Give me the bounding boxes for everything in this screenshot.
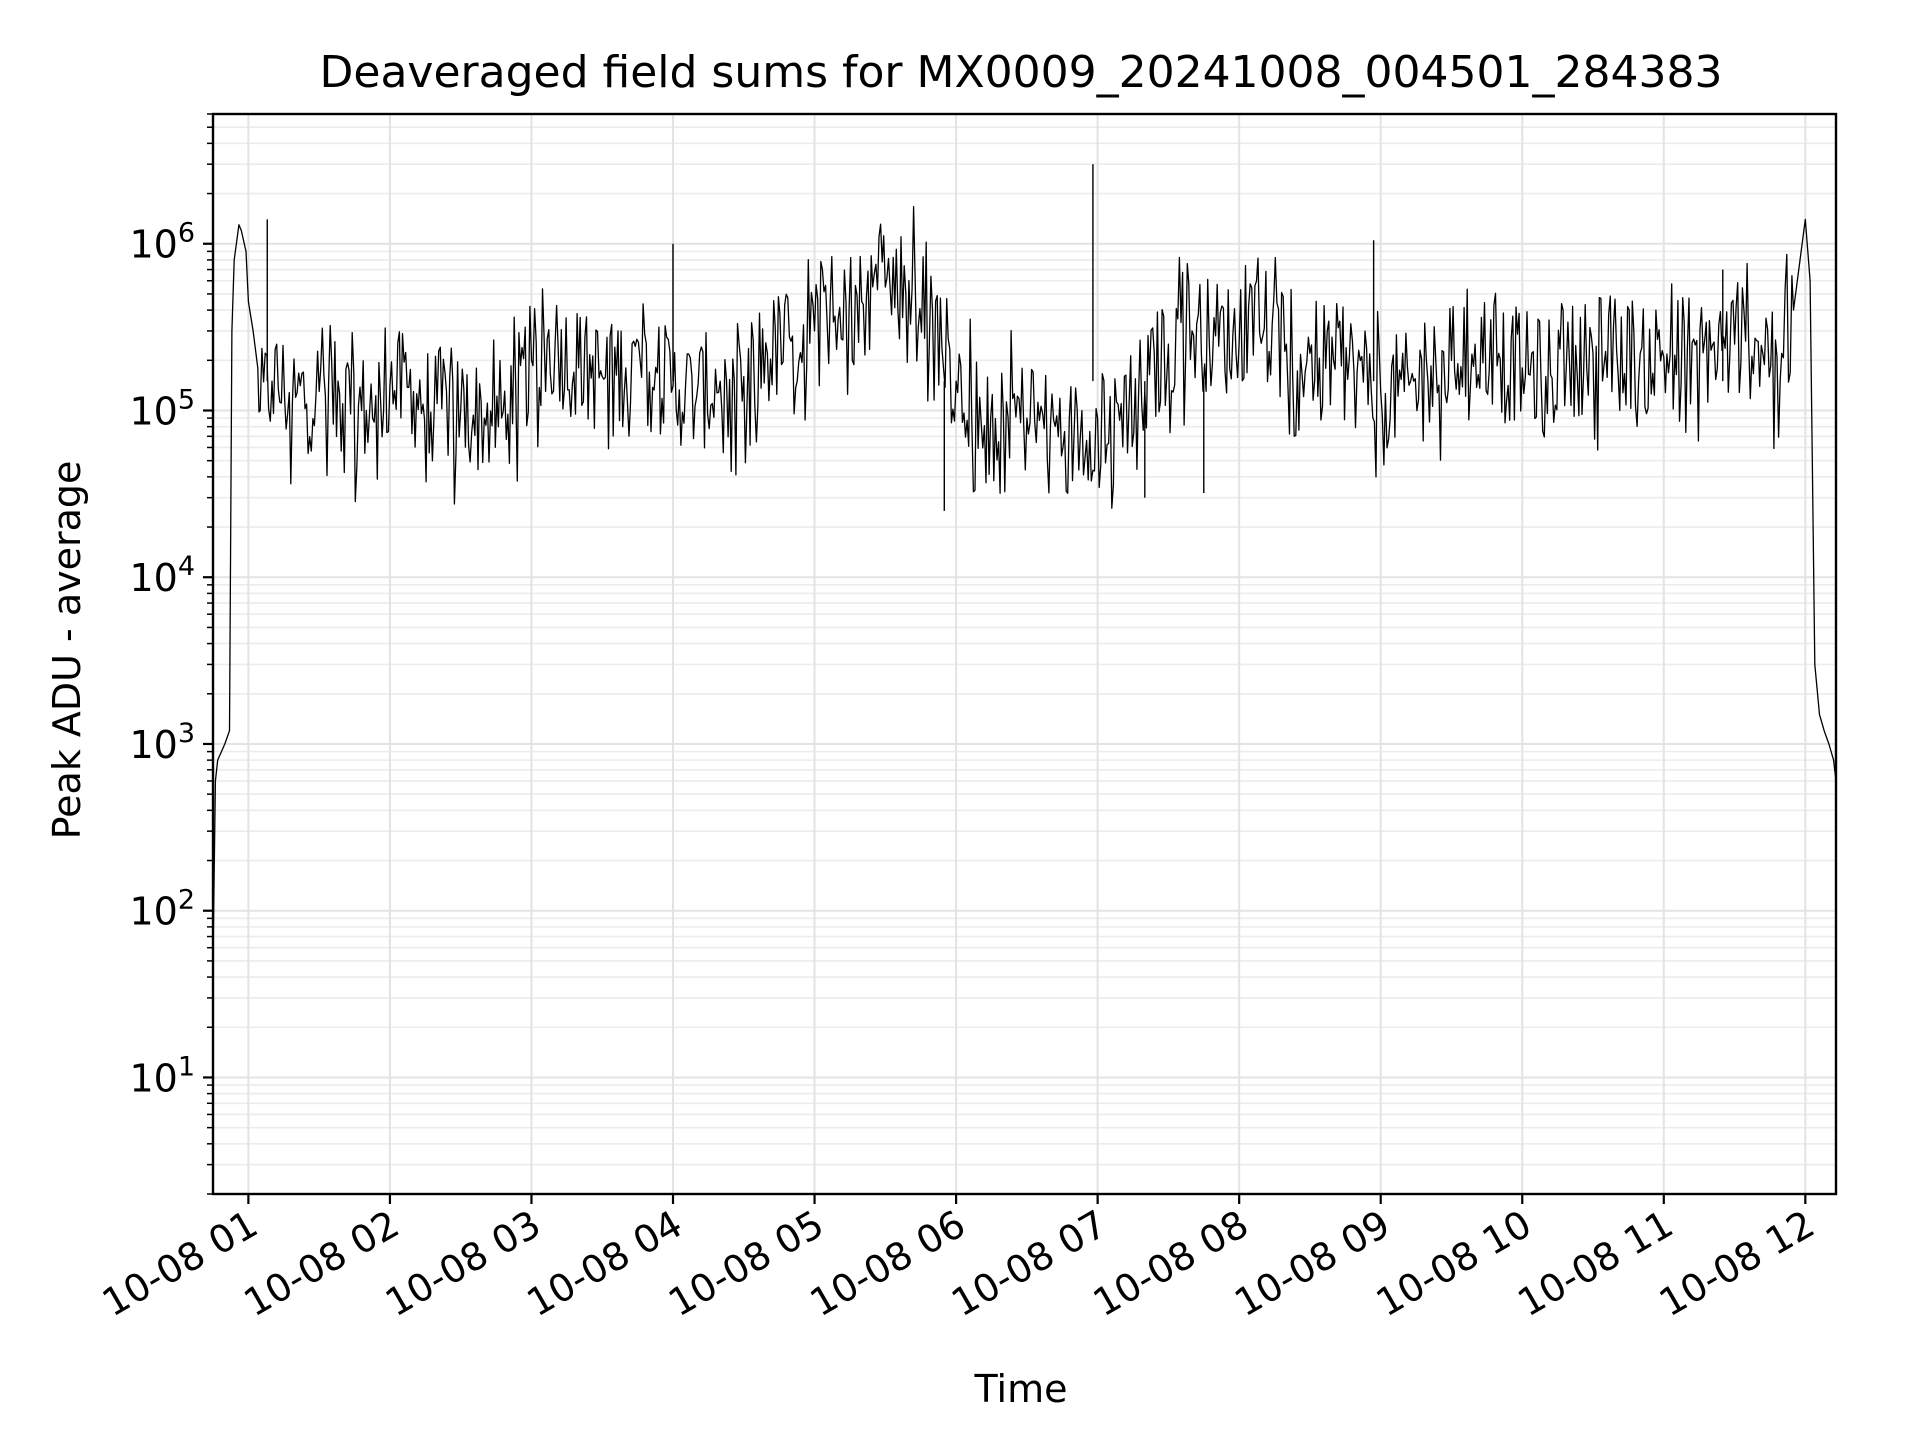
x-tick-label: 10-08 03: [378, 1202, 548, 1326]
y-tick-label-exponent: 3: [178, 718, 195, 749]
x-tick-label: 10-08 05: [661, 1202, 831, 1326]
x-tick-label: 10-08 04: [520, 1202, 690, 1326]
x-tick-label: 10-08 07: [944, 1202, 1114, 1326]
y-tick-label-exponent: 4: [178, 551, 195, 582]
y-tick-label-exponent: 1: [178, 1051, 195, 1082]
y-tick-label-exponent: 2: [178, 885, 195, 916]
y-tick-label: 101: [129, 1051, 195, 1100]
y-tick-label-base: 10: [129, 389, 177, 433]
y-tick-label: 102: [129, 885, 195, 934]
y-tick-label: 106: [129, 218, 195, 267]
y-tick-label-base: 10: [129, 556, 177, 600]
y-tick-label-base: 10: [129, 223, 177, 267]
x-tick-label: 10-08 11: [1510, 1202, 1680, 1326]
x-tick-label: 10-08 01: [95, 1202, 265, 1326]
y-tick-label: 105: [129, 384, 195, 433]
plot-frame: [211, 112, 1838, 1196]
y-axis-label: Peak ADU - average: [45, 461, 89, 840]
x-tick-label: 10-08 10: [1369, 1202, 1539, 1326]
x-tick-label: 10-08 06: [803, 1202, 973, 1326]
chart-title: Deaveraged field sums for MX0009_2024100…: [320, 47, 1723, 98]
y-tick-label-base: 10: [129, 1056, 177, 1100]
y-tick-label-exponent: 5: [178, 384, 195, 415]
series-line: [212, 205, 1837, 961]
series-layer: [212, 164, 1837, 961]
x-tick-label: 10-08 09: [1227, 1202, 1397, 1326]
y-tick-label: 104: [129, 551, 195, 600]
x-tick-label: 10-08 12: [1652, 1202, 1822, 1326]
y-tick-label: 103: [129, 718, 195, 767]
x-axis-label: Time: [974, 1367, 1068, 1411]
x-tick-label: 10-08 02: [236, 1202, 406, 1326]
y-tick-label-exponent: 6: [178, 218, 195, 249]
grid: [213, 113, 1836, 1195]
y-tick-label-base: 10: [129, 723, 177, 767]
x-tick-label: 10-08 08: [1086, 1202, 1256, 1326]
y-tick-label-base: 10: [129, 890, 177, 934]
